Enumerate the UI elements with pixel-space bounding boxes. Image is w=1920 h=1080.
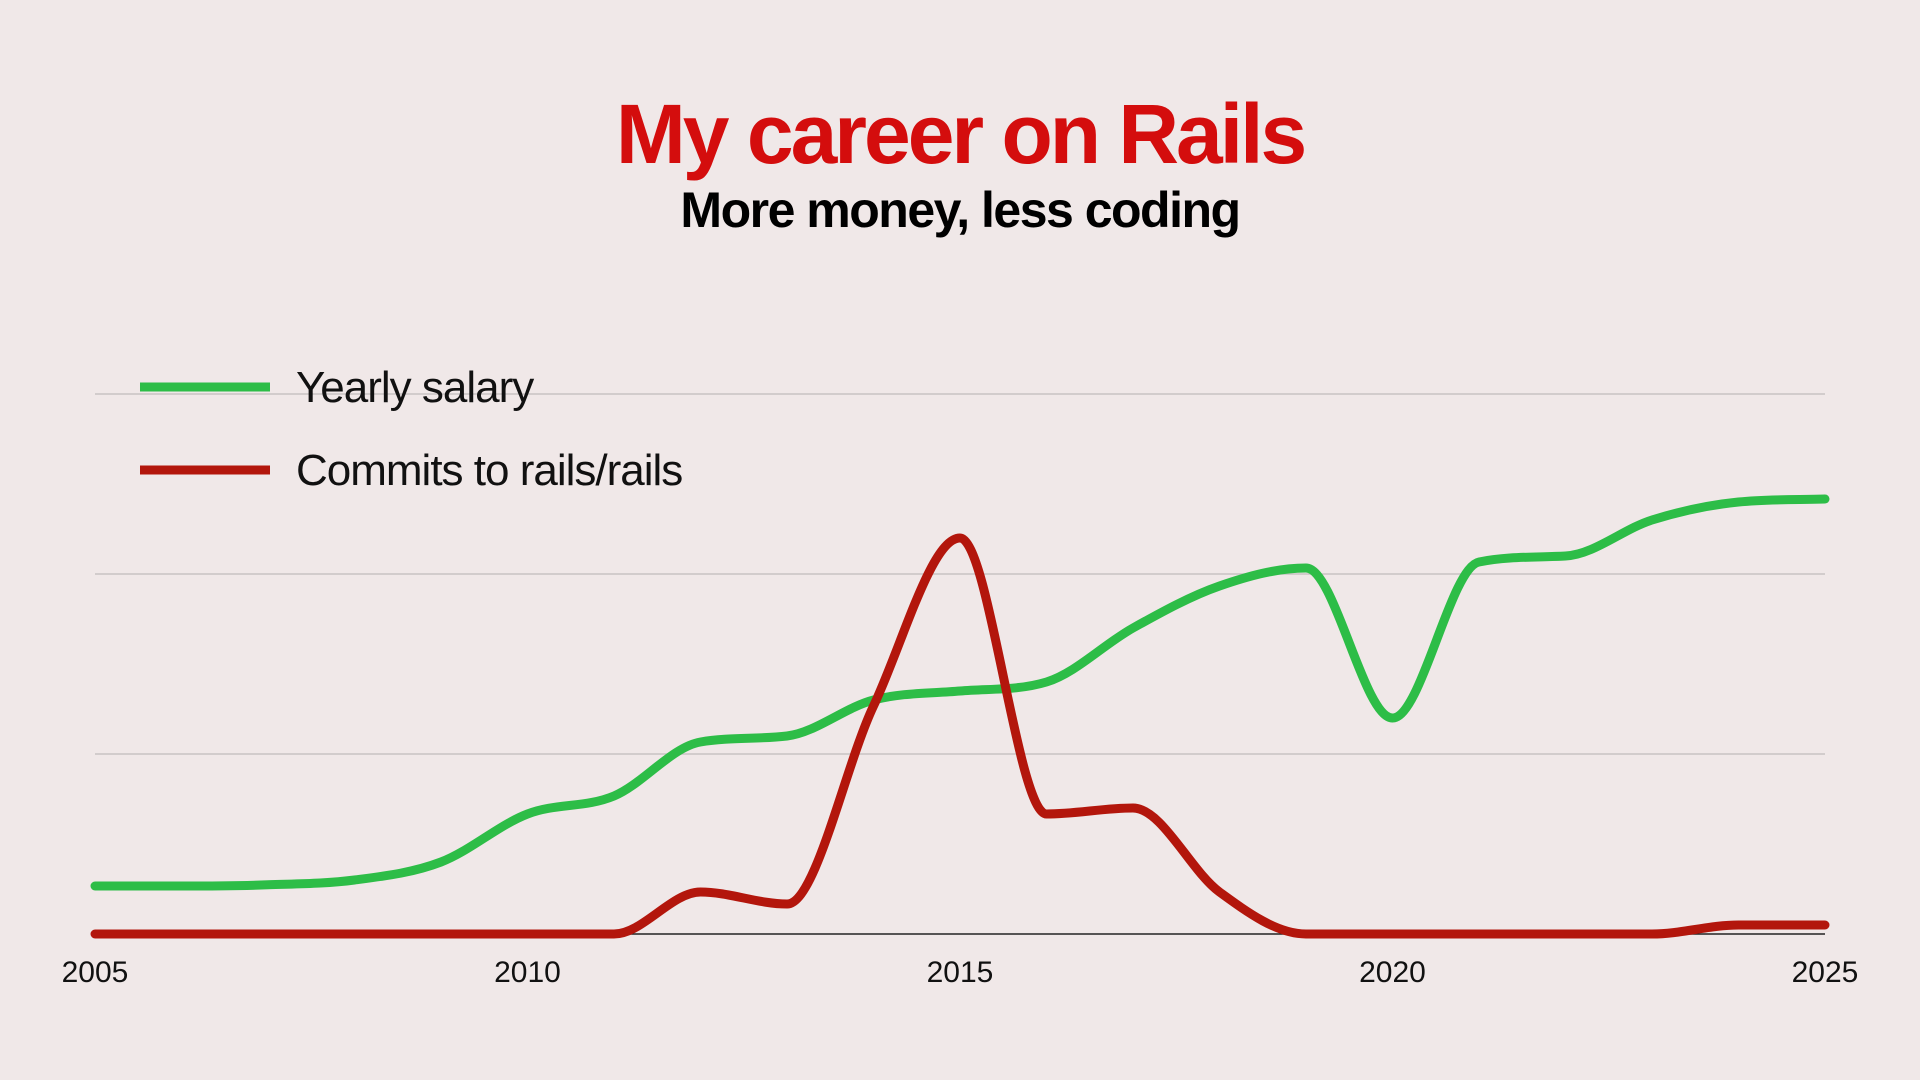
legend-label-commits-to-rails-rails: Commits to rails/rails <box>296 446 682 495</box>
legend: Yearly salary Commits to rails/rails <box>140 363 683 495</box>
chart-subtitle: More money, less coding <box>680 182 1241 238</box>
x-axis: 2005 2010 2015 2020 2025 <box>62 933 1859 989</box>
series-lines <box>90 494 1830 939</box>
series-line-yearly-salary <box>90 494 1830 891</box>
chart-title: My career on Rails <box>615 87 1307 181</box>
x-tick-label: 2015 <box>927 956 994 989</box>
x-tick-label: 2020 <box>1359 956 1426 989</box>
x-tick-label: 2005 <box>62 956 129 989</box>
x-tick-label: 2025 <box>1792 956 1859 989</box>
legend-label-yearly-salary: Yearly salary <box>296 363 534 412</box>
x-tick-label: 2010 <box>494 956 561 989</box>
gridlines <box>95 393 1825 755</box>
series-line-commits-to-rails-rails <box>90 533 1830 939</box>
